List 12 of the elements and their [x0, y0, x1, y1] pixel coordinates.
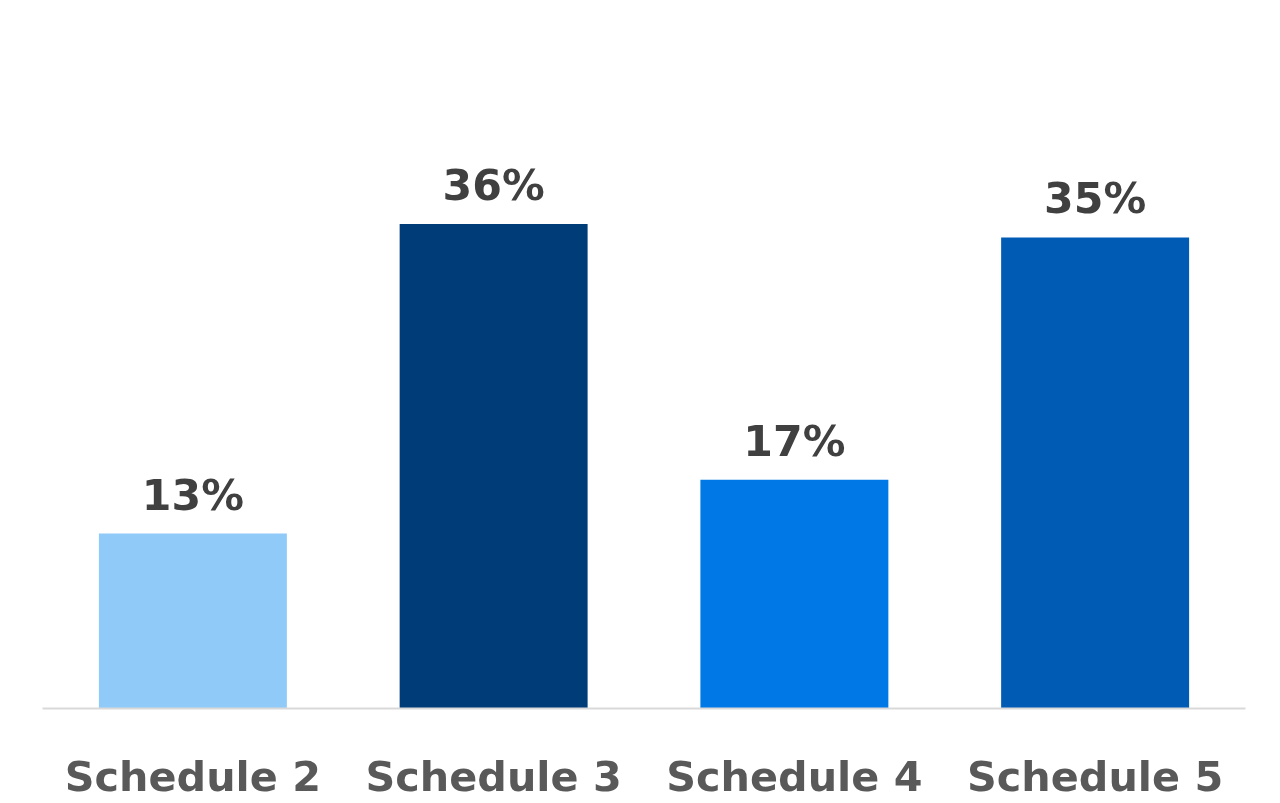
- data-label: 17%: [743, 415, 846, 466]
- data-label: 13%: [141, 469, 244, 520]
- bar: [98, 533, 287, 709]
- x-tick-label: Schedule 3: [365, 752, 622, 801]
- x-tick-label: Schedule 2: [64, 752, 321, 801]
- data-label: 35%: [1044, 173, 1147, 224]
- bar: [399, 223, 588, 709]
- data-label: 36%: [442, 159, 545, 210]
- bar: [700, 479, 889, 709]
- bar: [1001, 237, 1190, 709]
- x-tick-label: Schedule 4: [666, 752, 923, 801]
- x-tick-label: Schedule 5: [967, 752, 1224, 801]
